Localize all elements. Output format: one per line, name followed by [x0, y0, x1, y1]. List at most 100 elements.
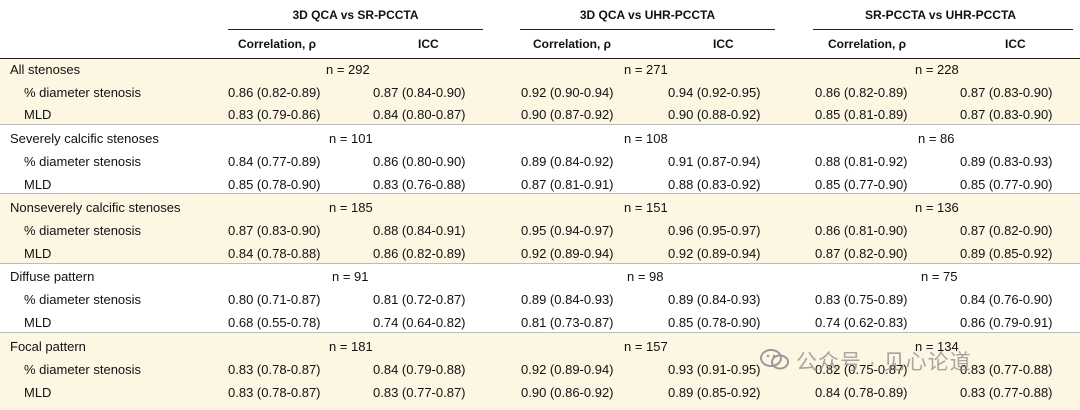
- sample-size: n = 134: [915, 339, 959, 354]
- value-cell: 0.89 (0.85-0.92): [960, 246, 1053, 261]
- value-cell: 0.83 (0.79-0.86): [228, 107, 321, 122]
- sample-size: n = 98: [627, 269, 664, 284]
- value-cell: 0.84 (0.76-0.90): [960, 292, 1053, 307]
- section-title: All stenoses: [10, 62, 81, 77]
- value-cell: 0.86 (0.79-0.91): [960, 315, 1053, 330]
- value-cell: 0.95 (0.94-0.97): [521, 223, 614, 238]
- value-cell: 0.87 (0.81-0.91): [521, 177, 614, 192]
- sample-size: n = 136: [915, 200, 959, 215]
- row-separator: [0, 263, 1080, 264]
- value-cell: 0.92 (0.90-0.94): [521, 85, 614, 100]
- sample-size: n = 292: [326, 62, 370, 77]
- value-cell: 0.81 (0.72-0.87): [373, 292, 466, 307]
- value-cell: 0.85 (0.78-0.90): [668, 315, 761, 330]
- value-cell: 0.83 (0.77-0.88): [960, 385, 1053, 400]
- value-cell: 0.94 (0.92-0.95): [668, 85, 761, 100]
- value-cell: 0.86 (0.81-0.90): [815, 223, 908, 238]
- value-cell: 0.93 (0.91-0.95): [668, 362, 761, 377]
- value-cell: 0.86 (0.80-0.90): [373, 154, 466, 169]
- value-cell: 0.89 (0.85-0.92): [668, 385, 761, 400]
- value-cell: 0.88 (0.83-0.92): [668, 177, 761, 192]
- col-header-correlation: Correlation, ρ: [828, 37, 907, 51]
- value-cell: 0.85 (0.78-0.90): [228, 177, 321, 192]
- section-title: Focal pattern: [10, 339, 86, 354]
- value-cell: 0.74 (0.64-0.82): [373, 315, 466, 330]
- header-rule: [228, 29, 483, 30]
- value-cell: 0.84 (0.78-0.88): [228, 246, 321, 261]
- col-header-correlation: Correlation, ρ: [533, 37, 612, 51]
- row-label-pds: % diameter stenosis: [24, 223, 142, 238]
- sample-size: n = 228: [915, 62, 959, 77]
- sample-size: n = 185: [329, 200, 373, 215]
- value-cell: 0.87 (0.83-0.90): [960, 85, 1053, 100]
- sample-size: n = 181: [329, 339, 373, 354]
- sample-size: n = 101: [329, 131, 373, 146]
- table-top-rule: [0, 58, 1080, 59]
- value-cell: 0.84 (0.77-0.89): [228, 154, 321, 169]
- header-rule: [520, 29, 775, 30]
- row-band: [0, 333, 1080, 410]
- value-cell: 0.68 (0.55-0.78): [228, 315, 321, 330]
- value-cell: 0.84 (0.79-0.88): [373, 362, 466, 377]
- group-header: 3D QCA vs UHR-PCCTA: [579, 8, 716, 22]
- value-cell: 0.89 (0.84-0.93): [668, 292, 761, 307]
- value-cell: 0.87 (0.82-0.90): [815, 246, 908, 261]
- value-cell: 0.87 (0.84-0.90): [373, 85, 466, 100]
- sample-size: n = 108: [624, 131, 668, 146]
- value-cell: 0.87 (0.82-0.90): [960, 223, 1053, 238]
- value-cell: 0.88 (0.81-0.92): [815, 154, 908, 169]
- sample-size: n = 151: [624, 200, 668, 215]
- value-cell: 0.89 (0.84-0.92): [521, 154, 614, 169]
- value-cell: 0.83 (0.77-0.88): [960, 362, 1053, 377]
- value-cell: 0.83 (0.77-0.87): [373, 385, 466, 400]
- value-cell: 0.85 (0.77-0.90): [815, 177, 908, 192]
- section-title: Severely calcific stenoses: [10, 131, 159, 146]
- sample-size: n = 75: [921, 269, 958, 284]
- value-cell: 0.87 (0.83-0.90): [228, 223, 321, 238]
- value-cell: 0.89 (0.83-0.93): [960, 154, 1053, 169]
- value-cell: 0.85 (0.77-0.90): [960, 177, 1053, 192]
- sample-size: n = 271: [624, 62, 668, 77]
- group-header: SR-PCCTA vs UHR-PCCTA: [864, 8, 1017, 22]
- value-cell: 0.83 (0.78-0.87): [228, 385, 321, 400]
- row-label-pds: % diameter stenosis: [24, 292, 142, 307]
- value-cell: 0.86 (0.82-0.89): [815, 85, 908, 100]
- row-band: [0, 194, 1080, 263]
- value-cell: 0.92 (0.89-0.94): [668, 246, 761, 261]
- value-cell: 0.83 (0.75-0.89): [815, 292, 908, 307]
- row-label-mld: MLD: [24, 315, 52, 330]
- row-label-mld: MLD: [24, 385, 52, 400]
- value-cell: 0.92 (0.89-0.94): [521, 362, 614, 377]
- row-separator: [0, 124, 1080, 125]
- sample-size: n = 91: [332, 269, 369, 284]
- row-label-mld: MLD: [24, 177, 52, 192]
- wechat-icon: [760, 349, 789, 370]
- col-header-icc: ICC: [713, 37, 734, 51]
- value-cell: 0.82 (0.75-0.87): [815, 362, 908, 377]
- row-separator: [0, 332, 1080, 333]
- value-cell: 0.86 (0.82-0.89): [228, 85, 321, 100]
- row-label-pds: % diameter stenosis: [24, 362, 142, 377]
- group-header: 3D QCA vs SR-PCCTA: [292, 8, 419, 22]
- value-cell: 0.80 (0.71-0.87): [228, 292, 321, 307]
- value-cell: 0.83 (0.76-0.88): [373, 177, 466, 192]
- value-cell: 0.87 (0.83-0.90): [960, 107, 1053, 122]
- header-rule: [813, 29, 1073, 30]
- value-cell: 0.89 (0.84-0.93): [521, 292, 614, 307]
- value-cell: 0.86 (0.82-0.89): [373, 246, 466, 261]
- col-header-icc: ICC: [1005, 37, 1026, 51]
- value-cell: 0.90 (0.87-0.92): [521, 107, 614, 122]
- value-cell: 0.74 (0.62-0.83): [815, 315, 908, 330]
- value-cell: 0.84 (0.80-0.87): [373, 107, 466, 122]
- value-cell: 0.81 (0.73-0.87): [521, 315, 614, 330]
- row-label-pds: % diameter stenosis: [24, 154, 142, 169]
- section-title: Nonseverely calcific stenoses: [10, 200, 181, 215]
- section-title: Diffuse pattern: [10, 269, 95, 284]
- row-band: [0, 59, 1080, 124]
- col-header-icc: ICC: [418, 37, 439, 51]
- watermark: 公众号 · 见心论道: [796, 351, 972, 374]
- col-header-correlation: Correlation, ρ: [238, 37, 317, 51]
- row-separator: [0, 193, 1080, 194]
- value-cell: 0.90 (0.86-0.92): [521, 385, 614, 400]
- value-cell: 0.91 (0.87-0.94): [668, 154, 761, 169]
